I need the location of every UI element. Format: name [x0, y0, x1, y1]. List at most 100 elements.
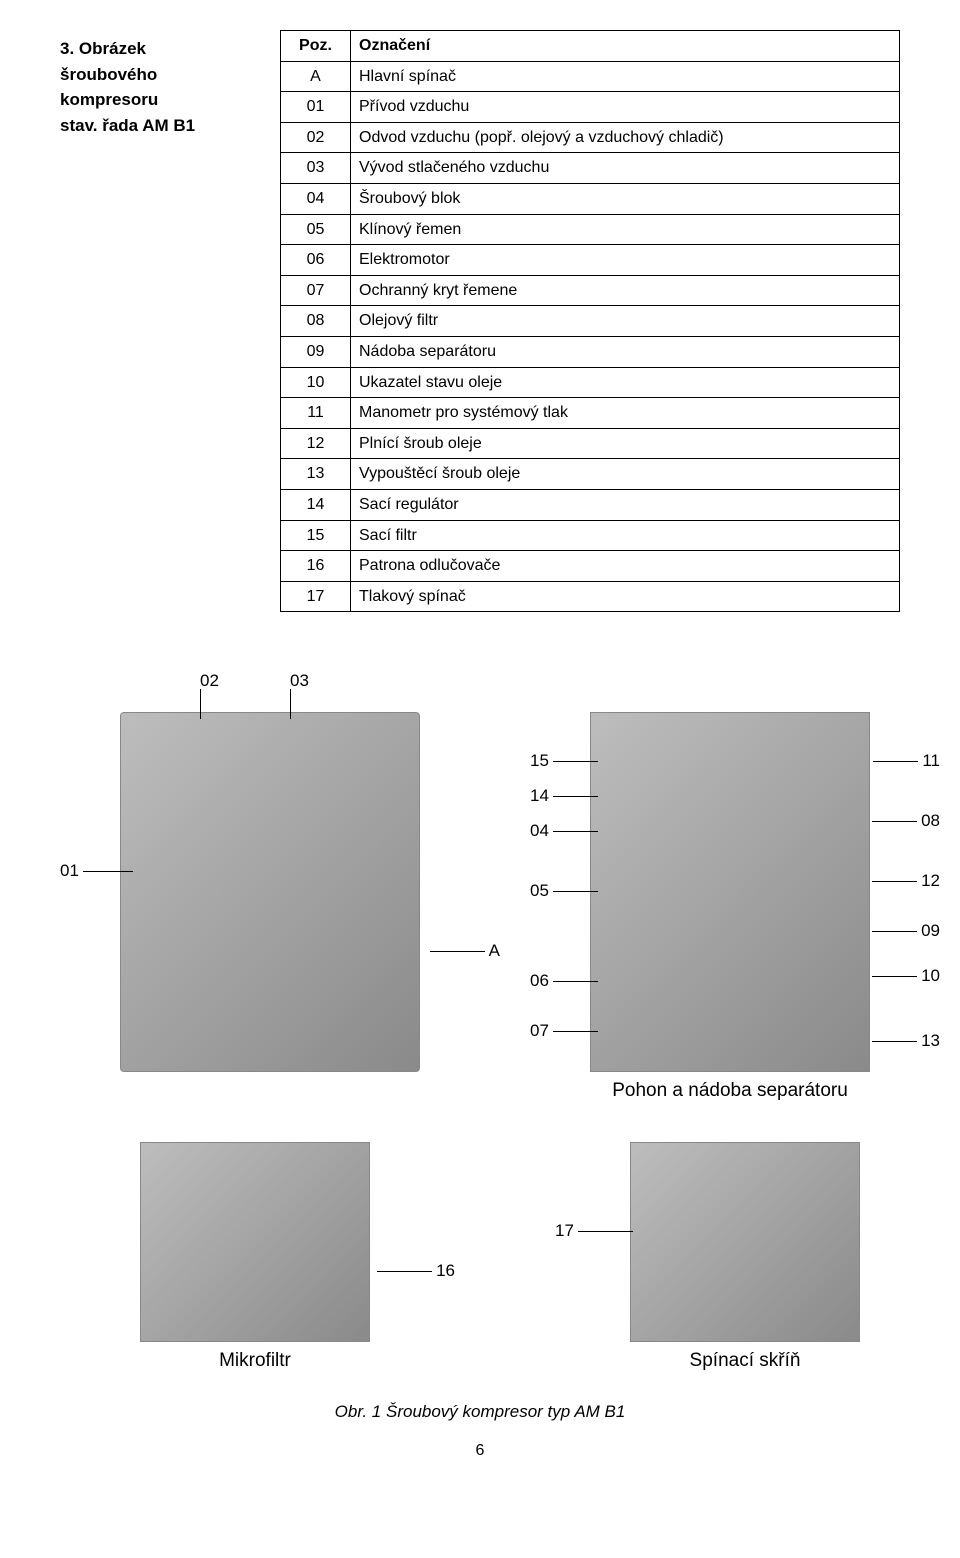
table-row: 08Olejový filtr [281, 306, 900, 337]
cell-name: Ochranný kryt řemene [351, 275, 900, 306]
cell-name: Manometr pro systémový tlak [351, 398, 900, 429]
callout-01: 01 [60, 862, 133, 879]
callout-14: 14 [530, 787, 598, 804]
callout-09: 09 [872, 922, 940, 939]
callout-label: 14 [530, 786, 549, 805]
cell-pos: 08 [281, 306, 351, 337]
callout-label: 04 [530, 821, 549, 840]
section-heading: 3. Obrázek šroubového kompresoru stav. ř… [60, 30, 260, 138]
callout-16: 16 [377, 1262, 455, 1279]
cell-name: Nádoba separátoru [351, 336, 900, 367]
table-row: 09Nádoba separátoru [281, 336, 900, 367]
callout-label: 06 [530, 971, 549, 990]
col-header-pos: Poz. [281, 31, 351, 62]
table-row: 01Přívod vzduchu [281, 92, 900, 123]
microfilter-caption: Mikrofiltr [140, 1350, 370, 1372]
cell-pos: 07 [281, 275, 351, 306]
col-header-name: Označení [351, 31, 900, 62]
callout-label: 16 [436, 1261, 455, 1280]
cell-pos: 14 [281, 489, 351, 520]
figure-compressor-exterior: 02 03 01 A [60, 652, 510, 1102]
switchbox-image [630, 1142, 860, 1342]
table-row: 11Manometr pro systémový tlak [281, 398, 900, 429]
table-row: 10Ukazatel stavu oleje [281, 367, 900, 398]
callout-04: 04 [530, 822, 598, 839]
cell-pos: 02 [281, 122, 351, 153]
callout-07: 07 [530, 1022, 598, 1039]
callout-11: 11 [873, 752, 940, 769]
compressor-interior-image [590, 712, 870, 1072]
cell-name: Patrona odlučovače [351, 551, 900, 582]
callout-label: 11 [922, 751, 940, 770]
parts-table: Poz. Označení AHlavní spínač01Přívod vzd… [280, 30, 900, 612]
cell-pos: 12 [281, 428, 351, 459]
table-row: 06Elektromotor [281, 245, 900, 276]
cell-name: Ukazatel stavu oleje [351, 367, 900, 398]
cell-name: Odvod vzduchu (popř. olejový a vzduchový… [351, 122, 900, 153]
cell-pos: 10 [281, 367, 351, 398]
switchbox-caption: Spínací skříň [630, 1350, 860, 1372]
cell-name: Přívod vzduchu [351, 92, 900, 123]
figure-compressor-interior: Pohon a nádoba separátoru 15140405060711… [530, 652, 940, 1102]
callout-05: 05 [530, 882, 598, 899]
heading-word1: Obrázek [79, 39, 146, 58]
cell-pos: 05 [281, 214, 351, 245]
callout-A: A [430, 942, 500, 959]
callout-06: 06 [530, 972, 598, 989]
cell-pos: 03 [281, 153, 351, 184]
cell-pos: 01 [281, 92, 351, 123]
cell-name: Šroubový blok [351, 183, 900, 214]
callout-08: 08 [872, 812, 940, 829]
callout-label: 01 [60, 861, 79, 880]
table-row: 04Šroubový blok [281, 183, 900, 214]
cell-pos: 15 [281, 520, 351, 551]
cell-name: Olejový filtr [351, 306, 900, 337]
heading-word4: stav. řada AM B1 [60, 116, 195, 135]
table-row: 05Klínový řemen [281, 214, 900, 245]
cell-pos: 09 [281, 336, 351, 367]
cell-pos: A [281, 61, 351, 92]
cell-pos: 13 [281, 459, 351, 490]
callout-label: 13 [921, 1031, 940, 1050]
callout-02: 02 [200, 672, 219, 719]
callout-label: 08 [921, 811, 940, 830]
microfilter-image [140, 1142, 370, 1342]
table-row: 14Sací regulátor [281, 489, 900, 520]
callout-label: 05 [530, 881, 549, 900]
cell-name: Vývod stlačeného vzduchu [351, 153, 900, 184]
table-row: 15Sací filtr [281, 520, 900, 551]
table-row: 12Plnící šroub oleje [281, 428, 900, 459]
callout-label: 17 [555, 1221, 574, 1240]
page-number: 6 [60, 1442, 900, 1460]
table-row: 16Patrona odlučovače [281, 551, 900, 582]
figure-switchbox: Spínací skříň 17 [550, 1142, 900, 1372]
callout-label: 03 [290, 671, 309, 690]
figure-microfilter: Mikrofiltr 16 [60, 1142, 460, 1372]
cell-pos: 04 [281, 183, 351, 214]
figure-caption: Obr. 1 Šroubový kompresor typ AM B1 [60, 1402, 900, 1422]
cell-name: Sací regulátor [351, 489, 900, 520]
cell-pos: 16 [281, 551, 351, 582]
callout-label: A [489, 941, 500, 960]
callout-label: 12 [921, 871, 940, 890]
callout-10: 10 [872, 967, 940, 984]
cell-name: Vypouštěcí šroub oleje [351, 459, 900, 490]
callout-label: 15 [530, 751, 549, 770]
table-row: AHlavní spínač [281, 61, 900, 92]
cell-pos: 06 [281, 245, 351, 276]
table-row: 13Vypouštěcí šroub oleje [281, 459, 900, 490]
callout-label: 02 [200, 671, 219, 690]
callout-label: 09 [921, 921, 940, 940]
heading-word2: šroubového [60, 65, 157, 84]
table-row: 07Ochranný kryt řemene [281, 275, 900, 306]
cell-pos: 17 [281, 581, 351, 612]
heading-num: 3. [60, 39, 74, 58]
cell-name: Hlavní spínač [351, 61, 900, 92]
callout-03: 03 [290, 672, 309, 719]
callout-label: 07 [530, 1021, 549, 1040]
cell-name: Elektromotor [351, 245, 900, 276]
callout-13: 13 [872, 1032, 940, 1049]
cell-name: Sací filtr [351, 520, 900, 551]
callout-12: 12 [872, 872, 940, 889]
cell-pos: 11 [281, 398, 351, 429]
